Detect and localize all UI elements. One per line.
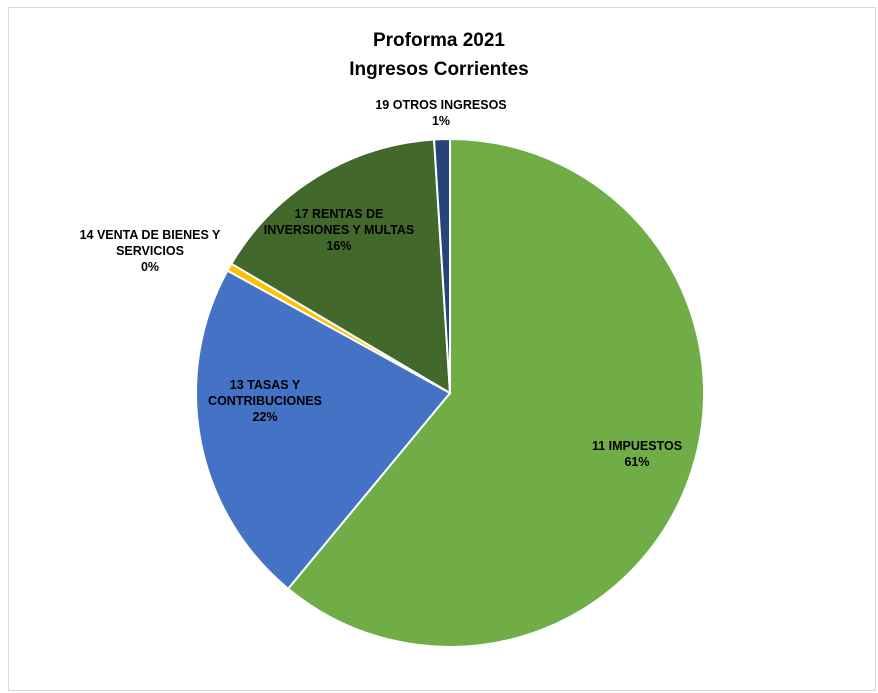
- data-label-venta-bienes-servicios: 14 VENTA DE BIENES Y SERVICIOS 0%: [80, 228, 221, 274]
- data-label-impuestos: 11 IMPUESTOS 61%: [592, 439, 682, 469]
- pie-slice-otros-ingresos: [432, 137, 451, 394]
- data-label-text: 11 IMPUESTOS: [592, 439, 682, 453]
- data-label-text: INVERSIONES Y MULTAS: [264, 223, 415, 237]
- data-label-percent: 1%: [432, 114, 450, 128]
- data-label-otros-ingresos: 19 OTROS INGRESOS 1%: [375, 98, 506, 128]
- chart-title: Proforma 2021: [372, 30, 505, 51]
- data-label-percent: 22%: [252, 410, 277, 424]
- data-label-tasas-contribuciones: 13 TASAS Y CONTRIBUCIONES 22%: [208, 378, 322, 424]
- data-label-percent: 16%: [326, 239, 351, 253]
- data-label-text: 13 TASAS Y: [230, 378, 301, 392]
- data-label-text: 14 VENTA DE BIENES Y: [80, 228, 221, 242]
- data-label-percent: 61%: [624, 455, 649, 469]
- pie-slice-impuestos: [286, 137, 705, 648]
- data-label-text: 17 RENTAS DE: [295, 207, 384, 221]
- data-label-rentas-inversiones-multas: 17 RENTAS DE INVERSIONES Y MULTAS 16%: [264, 207, 415, 253]
- data-label-percent: 0%: [141, 260, 159, 274]
- pie-slice-tasas-contribuciones: [195, 269, 452, 591]
- data-label-text: 19 OTROS INGRESOS: [375, 98, 506, 112]
- pie-slice-rentas-inversiones-multas: [229, 138, 452, 395]
- chart-subtitle: Ingresos Corrientes: [349, 59, 529, 80]
- data-label-text: CONTRIBUCIONES: [208, 394, 322, 408]
- data-label-text: SERVICIOS: [116, 244, 184, 258]
